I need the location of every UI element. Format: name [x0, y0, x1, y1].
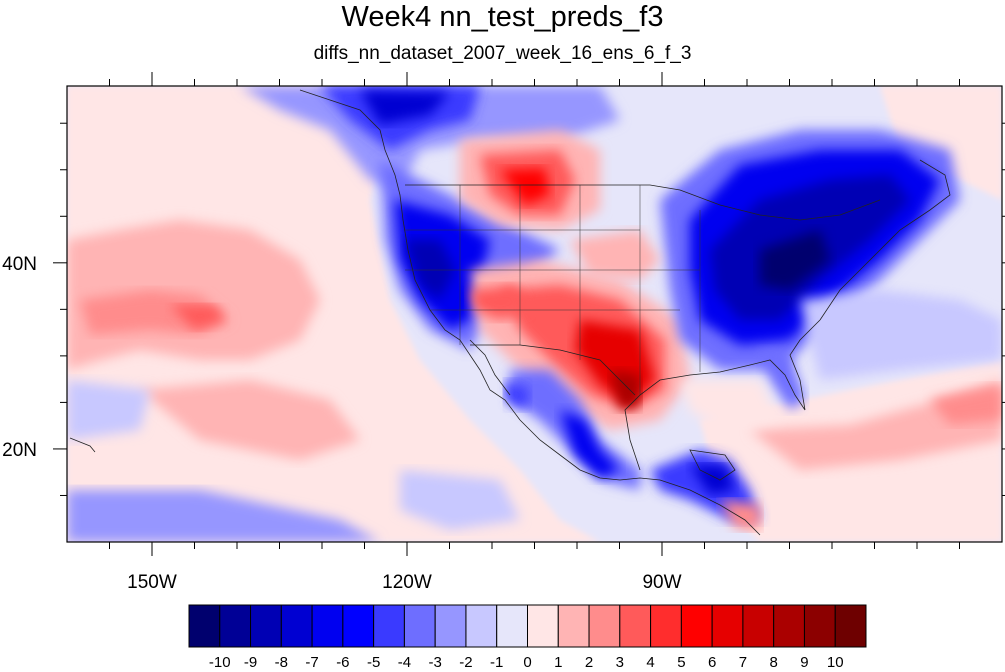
colorbar-label: 5	[677, 654, 685, 671]
colorbar-label: 4	[646, 654, 654, 671]
colorbar-label: -9	[244, 654, 257, 671]
field-atlantic-positive-3	[930, 385, 1002, 425]
field-texas-positive-4	[610, 370, 640, 410]
colorbar-label: 7	[739, 654, 747, 671]
field-ne-positive	[880, 86, 1002, 200]
border-us-canada	[405, 184, 881, 221]
colorbar-swatch	[465, 604, 498, 648]
colorbar-label: 1	[554, 654, 562, 671]
colorbar-swatch	[773, 604, 805, 648]
field-mexico-negative-2	[560, 410, 620, 478]
colorbar-swatch	[373, 604, 405, 648]
field-centam-positive	[720, 500, 760, 530]
yucatan	[689, 449, 736, 481]
y-tick-label: 20N	[2, 440, 37, 461]
colorbar-label: -1	[490, 654, 503, 671]
chart-subtitle: diffs_nn_dataset_2007_week_16_ens_6_f_3	[313, 43, 692, 64]
colorbar-label: 6	[708, 654, 716, 671]
colorbar-swatch	[619, 604, 652, 648]
field-florida-negative	[760, 350, 805, 410]
colorbar-swatch	[803, 604, 836, 648]
colorbar-swatch	[280, 604, 313, 648]
map-ticks	[53, 72, 1005, 556]
colorbar-swatch	[219, 604, 252, 648]
colorbar-label: 10	[827, 654, 844, 671]
colorbar-label: -3	[429, 654, 442, 671]
coastline-mexico	[519, 419, 761, 536]
field-gulf-positive	[680, 380, 780, 430]
field-north-negative-3	[360, 90, 450, 125]
colorbar-swatch	[434, 604, 467, 648]
field-pacific-south	[140, 380, 360, 460]
colorbar-swatch	[834, 604, 867, 648]
colorbar-swatch	[650, 604, 682, 648]
field-south-negative	[67, 380, 150, 440]
field-pacific-band-3	[170, 305, 225, 330]
colorbar-labels: -10 -9 -8 -7 -6 -5 -4 -3 -2 -1 0 1 2 3 4 5 6 7 8 9 10	[209, 654, 844, 671]
field-central-positive	[570, 230, 660, 280]
field-north-negative	[240, 86, 620, 190]
colorbar-label: 2	[585, 654, 593, 671]
coastline-gulf	[624, 319, 821, 471]
map-tick-labels: 150W 120W 90W 20N 40N	[2, 254, 681, 593]
colorbar-label: 0	[523, 654, 531, 671]
field-east-negative-4	[760, 230, 830, 290]
colorbar-swatch	[711, 604, 744, 648]
colorbar-label: 3	[616, 654, 624, 671]
coastline-pacific-na	[299, 89, 521, 421]
colorbar-label: -5	[367, 654, 380, 671]
colorbar-label: -4	[398, 654, 411, 671]
coastline-baja	[469, 339, 511, 396]
colorbar-label: 8	[770, 654, 778, 671]
colorbar-label: 9	[800, 654, 808, 671]
x-tick-label: 150W	[127, 572, 177, 593]
colorbar-label: -7	[305, 654, 318, 671]
colorbar-swatch	[311, 604, 344, 648]
state-borders	[405, 185, 701, 395]
colorbar-swatch	[680, 604, 713, 648]
field-centam-negative-2	[690, 465, 735, 495]
colorbar-swatch	[527, 604, 559, 648]
colorbar-swatch	[742, 604, 775, 648]
x-tick-label: 120W	[382, 572, 432, 593]
colorbar-swatch	[588, 604, 621, 648]
chart-title: Week4 nn_test_preds_f3	[341, 1, 664, 33]
colorbar-label: -10	[209, 654, 231, 671]
colorbar-swatch	[250, 604, 282, 648]
colorbar-swatch	[403, 604, 436, 648]
colorbar	[188, 604, 867, 648]
colorbar-label: -6	[336, 654, 349, 671]
field-plains-positive-3	[500, 168, 550, 205]
y-tick-label: 40N	[2, 254, 37, 275]
colorbar-label: -2	[459, 654, 472, 671]
x-tick-label: 90W	[642, 572, 681, 593]
colorbar-swatch	[188, 604, 221, 648]
field-az-positive	[470, 285, 530, 320]
colorbar-swatch	[496, 604, 528, 648]
map-area	[67, 86, 1002, 542]
field-south-negative-3	[400, 470, 520, 530]
field-atlantic-negative	[800, 290, 1002, 380]
field-south-negative-2	[67, 490, 380, 542]
coastline-atlantic	[819, 159, 951, 321]
hawaii	[69, 437, 96, 453]
field-baja-negative	[505, 380, 530, 410]
colorbar-label: -8	[275, 654, 288, 671]
colorbar-swatch	[557, 604, 590, 648]
colorbar-swatch	[342, 604, 375, 648]
